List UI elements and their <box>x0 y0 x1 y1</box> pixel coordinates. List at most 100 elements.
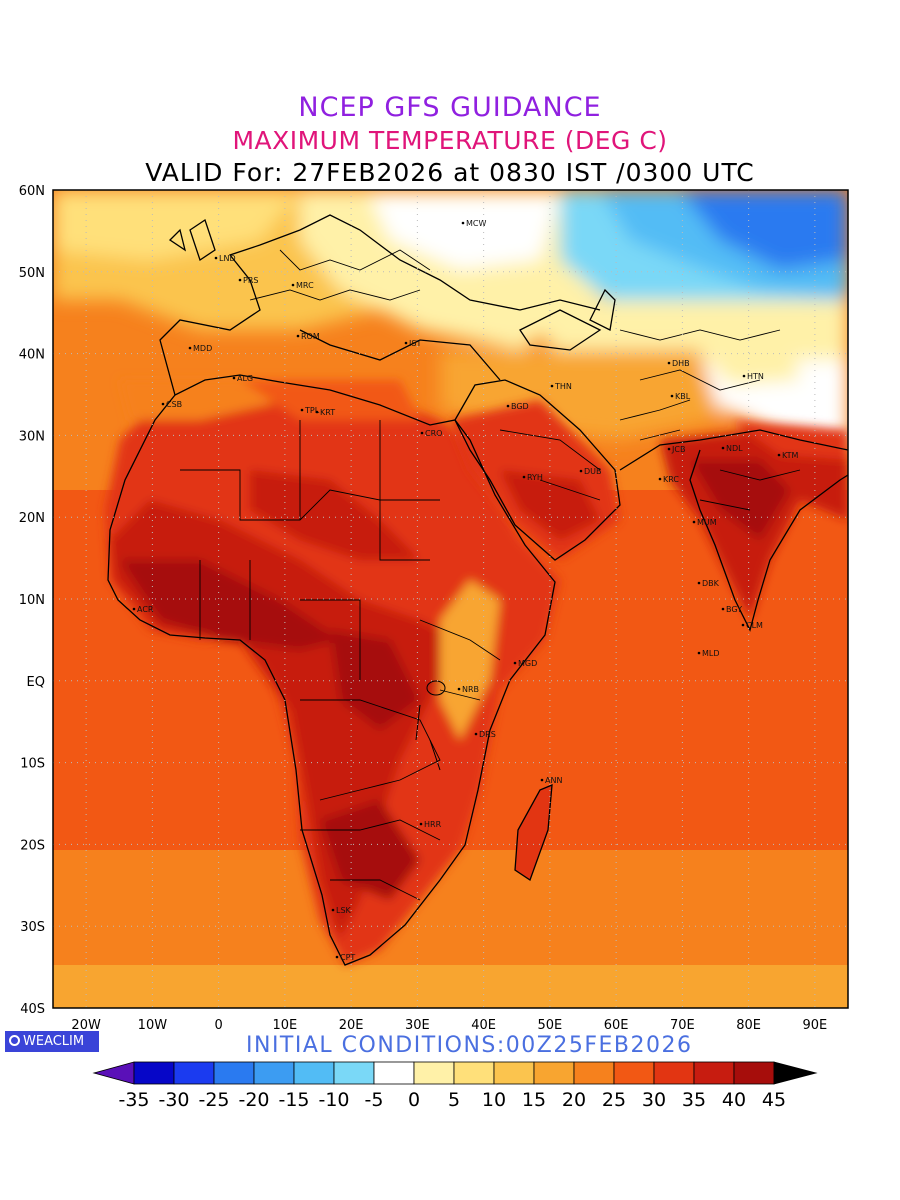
colorbar-swatch <box>333 1061 375 1085</box>
colorbar-swatch <box>213 1061 255 1085</box>
colorbar-tick-label: 45 <box>762 1089 786 1111</box>
lat-label: 10N <box>19 593 45 608</box>
colorbar-tick-label: -35 <box>118 1089 149 1111</box>
city-marker-icon <box>777 453 781 457</box>
colorbar-swatch <box>253 1061 295 1085</box>
colorbar-tick-label: 15 <box>522 1089 546 1111</box>
latitude-labels: 60N 50N 40N 30N 20N 10N EQ 10S 20S 30S 40S <box>19 184 45 1017</box>
city-label: THN <box>554 382 572 391</box>
city-marker-icon <box>214 256 218 260</box>
city-marker-icon <box>742 374 746 378</box>
city-marker-icon <box>238 278 242 282</box>
lon-label: 10W <box>138 1018 168 1033</box>
city-label: CRO <box>425 429 442 438</box>
city-label: PRS <box>243 276 258 285</box>
city-marker-icon <box>513 661 517 665</box>
city-label: MGD <box>518 659 537 668</box>
colorbar-tick-label: -15 <box>278 1089 309 1111</box>
colorbar-tick-label: 35 <box>682 1089 706 1111</box>
lon-label: 90E <box>802 1018 827 1033</box>
city-marker-icon <box>404 341 408 345</box>
city-labels: MCW LND PRS MRC MDD ROM IST ALG CSB TPL KRT CRO BGD T… <box>132 219 799 962</box>
city-label: DRS <box>479 730 496 739</box>
colorbar-swatch <box>173 1061 215 1085</box>
map-field <box>53 190 848 1008</box>
city-label: NRB <box>462 685 479 694</box>
city-marker-icon <box>331 908 335 912</box>
city-marker-icon <box>741 623 745 627</box>
colorbar-tick-label: -10 <box>318 1089 349 1111</box>
colorbar-tick-label: 40 <box>722 1089 746 1111</box>
colorbar-low-cap <box>92 1061 135 1085</box>
city-marker-icon <box>667 361 671 365</box>
city-label: KRC <box>663 475 679 484</box>
city-marker-icon <box>291 283 295 287</box>
city-marker-icon <box>721 607 725 611</box>
lon-label: 20E <box>339 1018 364 1033</box>
colorbar-swatch <box>493 1061 535 1085</box>
title-model: NCEP GFS GUIDANCE <box>298 92 602 123</box>
city-label: MLD <box>702 649 720 658</box>
initial-conditions: INITIAL CONDITIONS:00Z25FEB2026 <box>246 1033 693 1058</box>
city-marker-icon <box>721 446 725 450</box>
lon-label: 50E <box>537 1018 562 1033</box>
city-marker-icon <box>315 410 319 414</box>
lat-label: 40N <box>19 348 45 363</box>
city-label: MDD <box>193 344 212 353</box>
colorbar-tick-label: 10 <box>482 1089 506 1111</box>
title-variable: MAXIMUM TEMPERATURE (DEG C) <box>232 126 668 155</box>
city-label: HRR <box>424 820 442 829</box>
colorbar-swatch <box>453 1061 495 1085</box>
city-label: CLM <box>746 621 763 630</box>
city-marker-icon <box>188 346 192 350</box>
lat-label: 40S <box>20 1002 45 1017</box>
lon-label: 60E <box>604 1018 629 1033</box>
city-marker-icon <box>335 955 339 959</box>
city-label: MUM <box>697 518 717 527</box>
city-marker-icon <box>658 477 662 481</box>
city-label: BGY <box>726 605 742 614</box>
lat-label: 20N <box>19 511 45 526</box>
lon-label: 10E <box>272 1018 297 1033</box>
city-marker-icon <box>161 402 165 406</box>
colorbar-tick-label: -20 <box>238 1089 269 1111</box>
colorbar-tick-label: 0 <box>408 1089 420 1111</box>
city-label: LSK <box>336 906 352 915</box>
colorbar-swatch <box>133 1061 175 1085</box>
city-marker-icon <box>692 520 696 524</box>
colorbar-tick-label: -25 <box>198 1089 229 1111</box>
city-label: CPT <box>340 953 355 962</box>
city-label: DHB <box>672 359 690 368</box>
city-marker-icon <box>667 447 671 451</box>
city-label: IST <box>409 339 421 348</box>
city-marker-icon <box>474 732 478 736</box>
city-marker-icon <box>420 431 424 435</box>
colorbar-swatch <box>693 1061 735 1085</box>
lat-label: 30S <box>20 920 45 935</box>
lat-label: 50N <box>19 266 45 281</box>
colorbar-tick-label: -5 <box>365 1089 384 1111</box>
city-label: BGD <box>511 402 529 411</box>
city-label: ANN <box>545 776 562 785</box>
lat-label: 10S <box>20 757 45 772</box>
city-marker-icon <box>579 469 583 473</box>
colorbar-swatch <box>293 1061 335 1085</box>
globe-icon <box>9 1035 20 1046</box>
city-marker-icon <box>296 334 300 338</box>
colorbar-tick-label: 30 <box>642 1089 666 1111</box>
city-label: DUB <box>584 467 602 476</box>
city-label: KRT <box>320 408 335 417</box>
city-label: RYH <box>527 473 543 482</box>
weaclim-logo: WEACLIM <box>5 1031 99 1052</box>
city-label: TPL <box>304 406 320 415</box>
city-marker-icon <box>522 475 526 479</box>
city-label: ROM <box>301 332 320 341</box>
city-marker-icon <box>461 221 465 225</box>
city-label: LND <box>219 254 236 263</box>
lon-label: 40E <box>471 1018 496 1033</box>
city-marker-icon <box>506 404 510 408</box>
brand-label: WEACLIM <box>23 1034 85 1049</box>
colorbar-swatch <box>373 1061 415 1085</box>
lon-label: 80E <box>736 1018 761 1033</box>
